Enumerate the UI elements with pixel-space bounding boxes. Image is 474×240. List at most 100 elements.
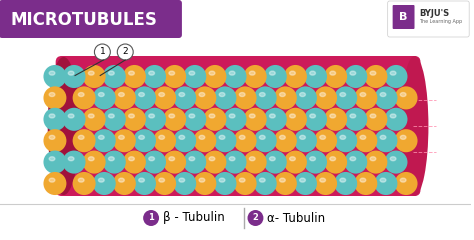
Circle shape	[385, 109, 406, 130]
Ellipse shape	[340, 178, 346, 182]
Circle shape	[114, 130, 135, 151]
Circle shape	[45, 109, 65, 130]
Circle shape	[305, 152, 326, 173]
Ellipse shape	[109, 114, 114, 118]
Circle shape	[255, 87, 276, 108]
Ellipse shape	[390, 71, 396, 75]
Ellipse shape	[310, 71, 316, 75]
Ellipse shape	[330, 157, 336, 161]
Ellipse shape	[199, 178, 205, 182]
Circle shape	[356, 87, 376, 108]
Circle shape	[124, 66, 145, 87]
Text: The Learning App: The Learning App	[419, 19, 463, 24]
Circle shape	[335, 130, 356, 151]
Circle shape	[174, 173, 195, 194]
Circle shape	[124, 109, 145, 130]
Ellipse shape	[169, 157, 174, 161]
Circle shape	[45, 87, 65, 108]
Ellipse shape	[340, 93, 346, 96]
Circle shape	[295, 173, 316, 194]
Ellipse shape	[290, 157, 295, 161]
Circle shape	[247, 210, 264, 226]
Circle shape	[194, 130, 215, 151]
Ellipse shape	[68, 114, 74, 118]
Ellipse shape	[49, 157, 55, 161]
Circle shape	[104, 66, 125, 87]
Ellipse shape	[179, 135, 185, 139]
Circle shape	[365, 66, 386, 87]
Ellipse shape	[280, 93, 285, 96]
Circle shape	[375, 173, 396, 194]
Ellipse shape	[189, 71, 195, 75]
Ellipse shape	[270, 157, 275, 161]
Ellipse shape	[400, 93, 406, 96]
Circle shape	[245, 152, 265, 173]
Ellipse shape	[330, 114, 336, 118]
Circle shape	[265, 152, 286, 173]
Ellipse shape	[159, 178, 164, 182]
Ellipse shape	[149, 71, 155, 75]
Text: B: B	[400, 12, 408, 22]
Ellipse shape	[320, 93, 326, 96]
Circle shape	[45, 66, 65, 87]
Circle shape	[315, 173, 336, 194]
Ellipse shape	[270, 114, 275, 118]
Circle shape	[375, 87, 396, 108]
Circle shape	[225, 152, 246, 173]
Circle shape	[396, 173, 417, 194]
Circle shape	[164, 152, 185, 173]
Circle shape	[365, 109, 386, 130]
Ellipse shape	[229, 71, 235, 75]
Ellipse shape	[290, 71, 295, 75]
Ellipse shape	[350, 114, 356, 118]
Ellipse shape	[380, 135, 386, 139]
Ellipse shape	[370, 157, 376, 161]
Ellipse shape	[118, 93, 124, 96]
Ellipse shape	[320, 178, 326, 182]
Circle shape	[143, 210, 159, 226]
Circle shape	[275, 130, 296, 151]
Circle shape	[255, 130, 276, 151]
Circle shape	[235, 87, 255, 108]
Ellipse shape	[270, 71, 275, 75]
Ellipse shape	[249, 71, 255, 75]
Circle shape	[265, 109, 286, 130]
Ellipse shape	[109, 157, 114, 161]
Circle shape	[235, 173, 255, 194]
Circle shape	[144, 152, 165, 173]
Text: 1: 1	[148, 214, 154, 222]
Circle shape	[215, 87, 236, 108]
Text: β - Tubulin: β - Tubulin	[163, 211, 225, 224]
FancyBboxPatch shape	[0, 0, 182, 38]
Ellipse shape	[149, 114, 155, 118]
Circle shape	[94, 44, 110, 60]
Ellipse shape	[78, 93, 84, 96]
Ellipse shape	[149, 157, 155, 161]
Circle shape	[204, 152, 225, 173]
Circle shape	[325, 109, 346, 130]
Circle shape	[285, 66, 306, 87]
Ellipse shape	[280, 178, 285, 182]
Circle shape	[164, 109, 185, 130]
Circle shape	[84, 152, 105, 173]
Ellipse shape	[370, 114, 376, 118]
Circle shape	[73, 87, 94, 108]
Circle shape	[305, 66, 326, 87]
Ellipse shape	[159, 93, 164, 96]
Circle shape	[275, 173, 296, 194]
Circle shape	[335, 173, 356, 194]
Ellipse shape	[209, 114, 215, 118]
Ellipse shape	[229, 114, 235, 118]
Ellipse shape	[259, 178, 265, 182]
Ellipse shape	[49, 93, 55, 96]
Circle shape	[356, 173, 376, 194]
Circle shape	[194, 173, 215, 194]
Circle shape	[335, 87, 356, 108]
Ellipse shape	[380, 93, 386, 96]
Ellipse shape	[118, 178, 124, 182]
Circle shape	[315, 87, 336, 108]
Circle shape	[305, 109, 326, 130]
Ellipse shape	[219, 93, 225, 96]
Ellipse shape	[49, 71, 55, 75]
Circle shape	[84, 109, 105, 130]
